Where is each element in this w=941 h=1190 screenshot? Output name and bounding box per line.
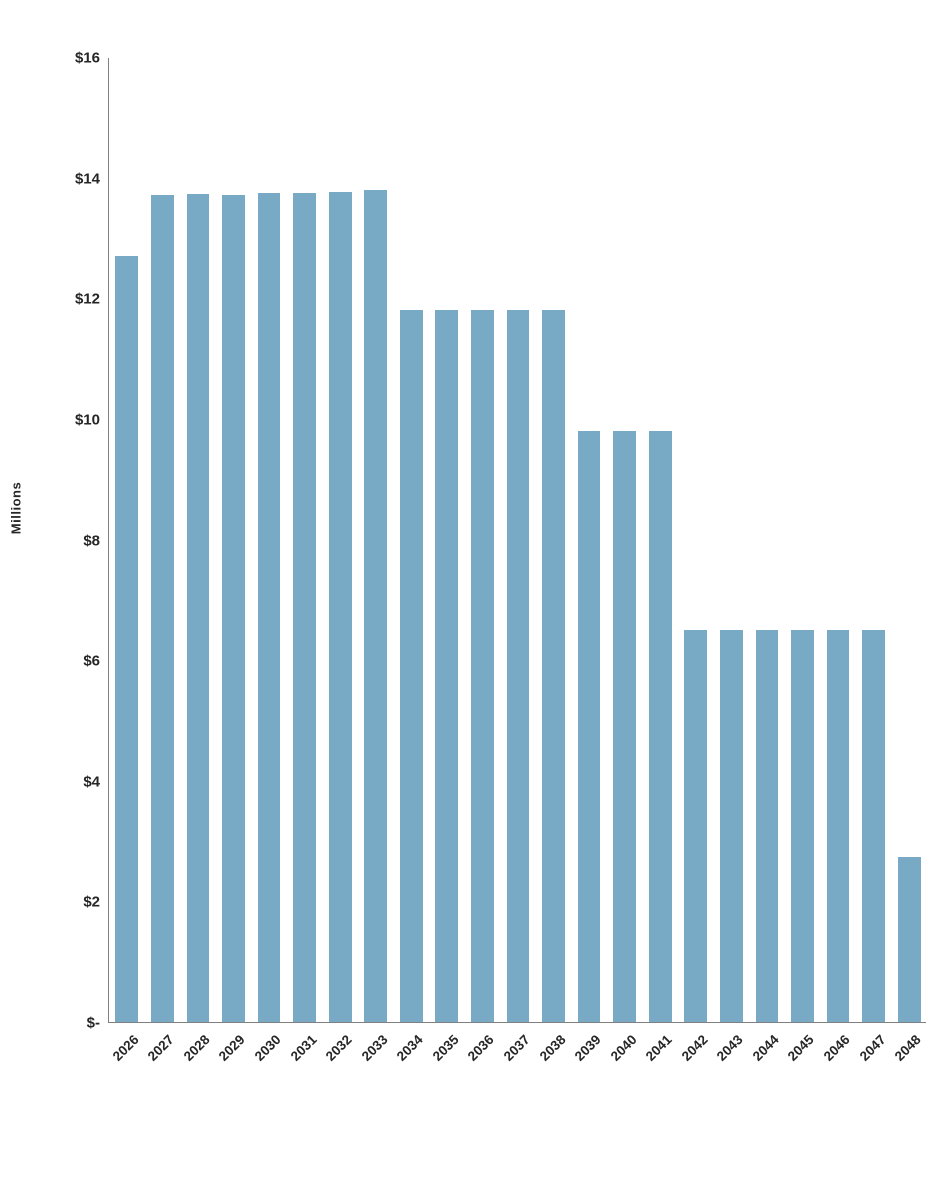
x-tick-label: 2046 xyxy=(820,1032,853,1064)
y-tick-label: $16 xyxy=(74,49,100,67)
plot-area xyxy=(108,58,926,1023)
x-tick-label: 2040 xyxy=(607,1032,640,1064)
x-tick-label: 2037 xyxy=(500,1032,533,1064)
bar-2042 xyxy=(684,629,708,1022)
y-tick-label: $8 xyxy=(83,532,100,549)
y-tick-label: $2 xyxy=(83,893,100,911)
bar-2039 xyxy=(577,430,601,1022)
x-tick-label: 2042 xyxy=(678,1032,711,1064)
x-tick-label: 2035 xyxy=(429,1032,462,1064)
y-tick-label: $10 xyxy=(74,411,100,429)
x-tick-label: 2047 xyxy=(856,1032,889,1064)
x-tick-label: 2027 xyxy=(145,1032,177,1064)
bar-2035 xyxy=(435,310,459,1022)
bar-2048 xyxy=(897,856,921,1022)
y-tick-label: $- xyxy=(86,1014,100,1032)
y-axis-title: Millions xyxy=(8,481,24,535)
bar-2026 xyxy=(115,256,139,1022)
y-tick-label: $6 xyxy=(83,652,100,670)
bar-2031 xyxy=(293,192,316,1022)
x-tick-label: 2043 xyxy=(714,1032,747,1064)
bar-2028 xyxy=(186,193,210,1022)
bar-2027 xyxy=(150,194,174,1022)
bar-2038 xyxy=(542,310,565,1022)
bar-2044 xyxy=(755,629,779,1022)
y-tick-label: $12 xyxy=(74,290,100,308)
bar-2037 xyxy=(506,310,530,1022)
y-tick-label: $4 xyxy=(83,773,100,791)
x-tick-label: 2034 xyxy=(394,1032,426,1064)
bar-2041 xyxy=(648,430,672,1022)
bar-2047 xyxy=(862,629,886,1022)
bar-2029 xyxy=(222,194,245,1022)
y-tick-label: $14 xyxy=(74,170,100,188)
x-tick-label: 2026 xyxy=(109,1032,142,1064)
x-tick-label: 2045 xyxy=(785,1032,818,1064)
bar-2040 xyxy=(613,430,637,1022)
bar-2043 xyxy=(720,629,743,1022)
x-tick-label: 2039 xyxy=(571,1032,604,1064)
x-tick-label: 2033 xyxy=(358,1032,391,1064)
x-tick-label: 2028 xyxy=(180,1032,213,1064)
bar-2032 xyxy=(328,191,352,1022)
bar-2033 xyxy=(364,190,388,1022)
x-tick-label: 2030 xyxy=(251,1032,284,1064)
x-tick-label: 2036 xyxy=(465,1032,498,1064)
bar-2036 xyxy=(471,310,494,1022)
bar-2034 xyxy=(399,310,423,1022)
x-tick-label: 2038 xyxy=(536,1032,569,1064)
bar-2046 xyxy=(826,629,850,1022)
bar-2030 xyxy=(257,192,281,1022)
x-tick-label: 2031 xyxy=(287,1032,320,1064)
x-tick-label: 2041 xyxy=(643,1032,675,1064)
x-tick-label: 2044 xyxy=(749,1032,782,1064)
x-tick-label: 2048 xyxy=(891,1032,924,1064)
bar-2045 xyxy=(791,629,814,1022)
x-tick-label: 2029 xyxy=(216,1032,249,1064)
x-tick-label: 2032 xyxy=(322,1032,355,1064)
